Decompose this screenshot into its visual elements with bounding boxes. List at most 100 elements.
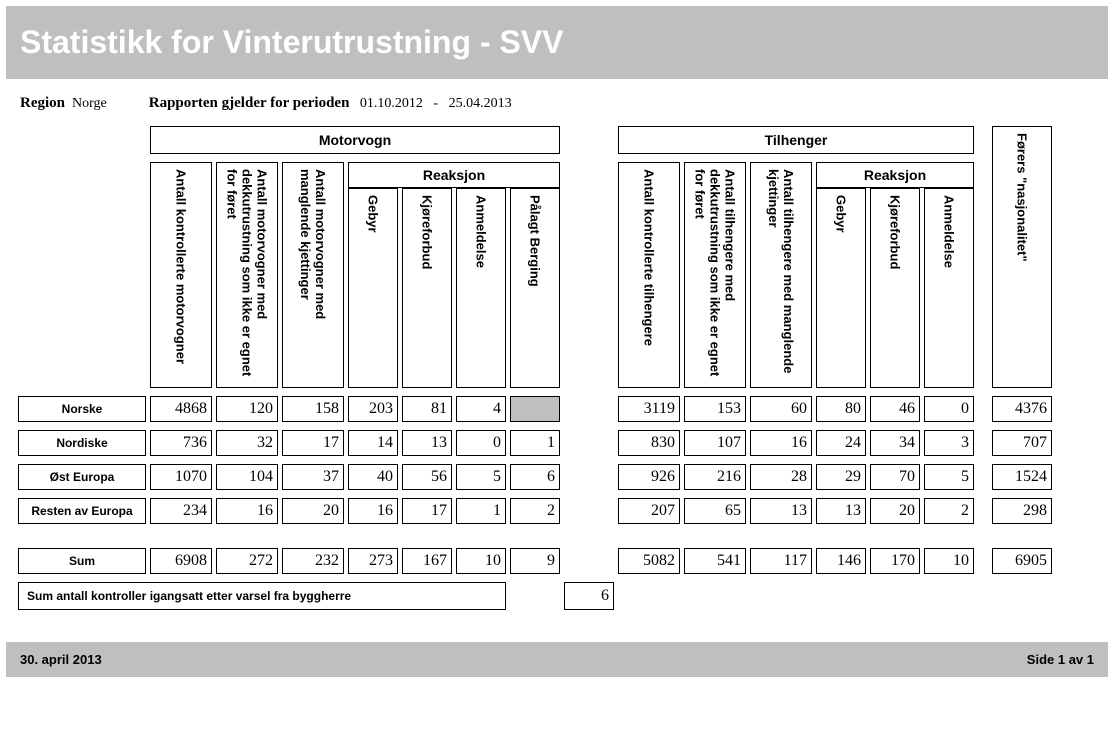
page-footer: 30. april 2013 Side 1 av 1 xyxy=(6,642,1108,677)
data-cell: 107 xyxy=(684,430,746,456)
colhead-6: Pålagt Berging xyxy=(510,188,560,388)
group-forer: Førers "nasjonalitet" xyxy=(992,126,1052,388)
data-cell: 13 xyxy=(816,498,866,524)
period-label: Rapporten gjelder for perioden xyxy=(149,95,350,111)
sum-cell: 170 xyxy=(870,548,920,574)
data-cell: 60 xyxy=(750,396,812,422)
data-cell: 298 xyxy=(992,498,1052,524)
period-from: 01.10.2012 xyxy=(360,96,423,111)
data-cell: 29 xyxy=(816,464,866,490)
data-cell: 2 xyxy=(510,498,560,524)
data-cell: 16 xyxy=(216,498,278,524)
data-cell: 13 xyxy=(402,430,452,456)
varsel-value: 6 xyxy=(564,582,614,610)
sum-cell: 541 xyxy=(684,548,746,574)
data-cell: 46 xyxy=(870,396,920,422)
region-label: Region xyxy=(20,95,65,111)
data-cell: 16 xyxy=(348,498,398,524)
data-cell: 830 xyxy=(618,430,680,456)
sum-cell: 6905 xyxy=(992,548,1052,574)
sum-cell: 272 xyxy=(216,548,278,574)
row-label: Norske xyxy=(18,396,146,422)
page-title-banner: Statistikk for Vinterutrustning - SVV xyxy=(6,6,1108,79)
varsel-label: Sum antall kontroller igangsatt etter va… xyxy=(18,582,506,610)
data-cell: 17 xyxy=(402,498,452,524)
colhead-4: Kjøreforbud xyxy=(402,188,452,388)
data-cell: 207 xyxy=(618,498,680,524)
data-cell: 4868 xyxy=(150,396,212,422)
group-motorvogn: Motorvogn xyxy=(150,126,560,154)
data-cell: 1524 xyxy=(992,464,1052,490)
data-cell: 20 xyxy=(870,498,920,524)
data-cell: 926 xyxy=(618,464,680,490)
row-label: Nordiske xyxy=(18,430,146,456)
data-cell: 16 xyxy=(750,430,812,456)
sum-cell: 273 xyxy=(348,548,398,574)
group-tilhenger: Tilhenger xyxy=(618,126,974,154)
data-cell: 34 xyxy=(870,430,920,456)
colhead-5: Anmeldelse xyxy=(456,188,506,388)
region-value: Norge xyxy=(72,96,107,111)
data-cell: 81 xyxy=(402,396,452,422)
data-cell: 32 xyxy=(216,430,278,456)
data-cell: 3119 xyxy=(618,396,680,422)
row-label: Resten av Europa xyxy=(18,498,146,524)
sum-cell: 9 xyxy=(510,548,560,574)
sum-cell: 6908 xyxy=(150,548,212,574)
table-row: Øst Europa107010437405656926216282970515… xyxy=(18,464,1052,490)
data-table-container: Motorvogn Tilhenger Førers "nasjonalitet… xyxy=(0,126,1114,620)
sum-label: Sum xyxy=(18,548,146,574)
data-cell: 158 xyxy=(282,396,344,422)
data-cell: 120 xyxy=(216,396,278,422)
data-cell: 28 xyxy=(750,464,812,490)
data-cell: 1 xyxy=(456,498,506,524)
data-cell: 4 xyxy=(456,396,506,422)
data-cell: 70 xyxy=(870,464,920,490)
colhead-1: Antall motorvogner med dekkutrustning so… xyxy=(216,162,278,388)
table-row: Norske4868120158203814311915360804604376 xyxy=(18,396,1052,422)
colhead-11: Kjøreforbud xyxy=(870,188,920,388)
data-cell: 80 xyxy=(816,396,866,422)
colhead-0: Antall kontrollerte motorvogner xyxy=(150,162,212,388)
sum-cell: 5082 xyxy=(618,548,680,574)
colhead-10: Gebyr xyxy=(816,188,866,388)
colhead-3: Gebyr xyxy=(348,188,398,388)
data-cell: 37 xyxy=(282,464,344,490)
data-cell: 40 xyxy=(348,464,398,490)
data-cell: 17 xyxy=(282,430,344,456)
data-cell: 2 xyxy=(924,498,974,524)
sum-cell: 232 xyxy=(282,548,344,574)
colhead-8: Antall tilhengere med dekkutrustning som… xyxy=(684,162,746,388)
data-cell: 0 xyxy=(924,396,974,422)
subgroup-reaksjon-2: Reaksjon xyxy=(816,162,974,188)
data-cell: 24 xyxy=(816,430,866,456)
data-cell: 216 xyxy=(684,464,746,490)
data-cell: 5 xyxy=(924,464,974,490)
row-label: Øst Europa xyxy=(18,464,146,490)
data-cell: 1070 xyxy=(150,464,212,490)
data-cell: 3 xyxy=(924,430,974,456)
subgroup-reaksjon-1: Reaksjon xyxy=(348,162,560,188)
sum-cell: 146 xyxy=(816,548,866,574)
sum-row: Sum6908272232273167109508254111714617010… xyxy=(18,548,1052,574)
data-cell: 14 xyxy=(348,430,398,456)
varsel-row: Sum antall kontroller igangsatt etter va… xyxy=(18,582,1052,610)
footer-page: Side 1 av 1 xyxy=(1027,652,1094,667)
sum-cell: 10 xyxy=(924,548,974,574)
data-cell: 1 xyxy=(510,430,560,456)
data-cell: 104 xyxy=(216,464,278,490)
footer-date: 30. april 2013 xyxy=(20,652,102,667)
data-cell: 56 xyxy=(402,464,452,490)
data-cell: 5 xyxy=(456,464,506,490)
data-cell: 6 xyxy=(510,464,560,490)
colhead-9: Antall tilhengere med manglende kjetting… xyxy=(750,162,812,388)
sum-cell: 10 xyxy=(456,548,506,574)
colhead-12: Anmeldelse xyxy=(924,188,974,388)
period-sep: - xyxy=(433,96,438,111)
colhead-7: Antall kontrollerte tilhengere xyxy=(618,162,680,388)
table-row: Nordiske73632171413018301071624343707 xyxy=(18,430,1052,456)
period-to: 25.04.2013 xyxy=(449,96,512,111)
data-cell: 736 xyxy=(150,430,212,456)
data-cell xyxy=(510,396,560,422)
report-meta: Region Norge Rapporten gjelder for perio… xyxy=(0,89,1114,126)
